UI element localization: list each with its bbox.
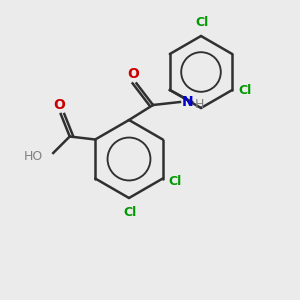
Text: Cl: Cl bbox=[238, 83, 251, 97]
Text: Cl: Cl bbox=[124, 206, 137, 218]
Text: N: N bbox=[182, 95, 193, 109]
Text: H: H bbox=[195, 98, 204, 112]
Text: HO: HO bbox=[23, 149, 43, 163]
Text: O: O bbox=[127, 67, 139, 81]
Text: Cl: Cl bbox=[196, 16, 209, 28]
Text: Cl: Cl bbox=[169, 175, 182, 188]
Text: O: O bbox=[53, 98, 65, 112]
